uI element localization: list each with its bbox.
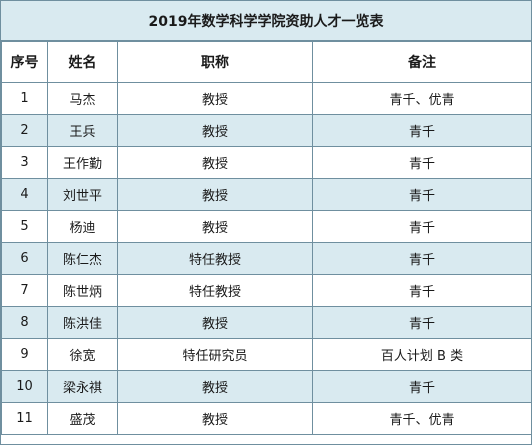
header-name: 姓名	[47, 41, 118, 83]
cell-note: 青千	[312, 274, 532, 307]
table-row: 9 徐宽 特任研究员 百人计划 B 类	[1, 338, 532, 371]
cell-number: 2	[1, 114, 48, 147]
talent-table: 序号 姓名 职称 备注 1 马杰 教授 青千、优青 2 王兵 教授 青千 3 王…	[1, 41, 532, 435]
cell-name: 梁永祺	[47, 370, 118, 403]
cell-name: 陈世炳	[47, 274, 118, 307]
cell-name: 王兵	[47, 114, 118, 147]
cell-number: 9	[1, 338, 48, 371]
header-job-title: 职称	[117, 41, 313, 83]
table-row: 3 王作勤 教授 青千	[1, 146, 532, 179]
cell-note: 青千	[312, 306, 532, 339]
cell-number: 10	[1, 370, 48, 403]
table-row: 7 陈世炳 特任教授 青千	[1, 274, 532, 307]
header-note: 备注	[312, 41, 532, 83]
cell-note: 青千、优青	[312, 82, 532, 115]
cell-job-title: 特任教授	[117, 274, 313, 307]
cell-note: 青千	[312, 370, 532, 403]
cell-note: 青千	[312, 242, 532, 275]
table-row: 8 陈洪佳 教授 青千	[1, 306, 532, 339]
cell-number: 8	[1, 306, 48, 339]
cell-name: 陈洪佳	[47, 306, 118, 339]
cell-job-title: 教授	[117, 370, 313, 403]
cell-note: 青千	[312, 146, 532, 179]
cell-job-title: 教授	[117, 402, 313, 435]
table-row: 5 杨迪 教授 青千	[1, 210, 532, 243]
cell-job-title: 教授	[117, 146, 313, 179]
table-row: 11 盛茂 教授 青千、优青	[1, 402, 532, 435]
cell-note: 百人计划 B 类	[312, 338, 532, 371]
cell-note: 青千	[312, 178, 532, 211]
cell-job-title: 教授	[117, 210, 313, 243]
cell-number: 4	[1, 178, 48, 211]
cell-number: 7	[1, 274, 48, 307]
cell-note: 青千	[312, 114, 532, 147]
cell-number: 3	[1, 146, 48, 179]
cell-number: 1	[1, 82, 48, 115]
table-row: 6 陈仁杰 特任教授 青千	[1, 242, 532, 275]
table-row: 10 梁永祺 教授 青千	[1, 370, 532, 403]
cell-number: 6	[1, 242, 48, 275]
cell-name: 马杰	[47, 82, 118, 115]
header-row: 序号 姓名 职称 备注	[1, 41, 532, 83]
cell-name: 徐宽	[47, 338, 118, 371]
cell-job-title: 教授	[117, 114, 313, 147]
cell-number: 5	[1, 210, 48, 243]
cell-name: 王作勤	[47, 146, 118, 179]
table-title: 2019年数学科学学院资助人才一览表	[1, 1, 531, 41]
cell-name: 杨迪	[47, 210, 118, 243]
cell-name: 陈仁杰	[47, 242, 118, 275]
cell-job-title: 教授	[117, 82, 313, 115]
header-number: 序号	[1, 41, 48, 83]
table-row: 4 刘世平 教授 青千	[1, 178, 532, 211]
cell-job-title: 教授	[117, 306, 313, 339]
cell-name: 刘世平	[47, 178, 118, 211]
table-row: 2 王兵 教授 青千	[1, 114, 532, 147]
cell-note: 青千、优青	[312, 402, 532, 435]
cell-name: 盛茂	[47, 402, 118, 435]
cell-job-title: 特任教授	[117, 242, 313, 275]
cell-note: 青千	[312, 210, 532, 243]
cell-job-title: 教授	[117, 178, 313, 211]
table-row: 1 马杰 教授 青千、优青	[1, 82, 532, 115]
cell-number: 11	[1, 402, 48, 435]
cell-job-title: 特任研究员	[117, 338, 313, 371]
